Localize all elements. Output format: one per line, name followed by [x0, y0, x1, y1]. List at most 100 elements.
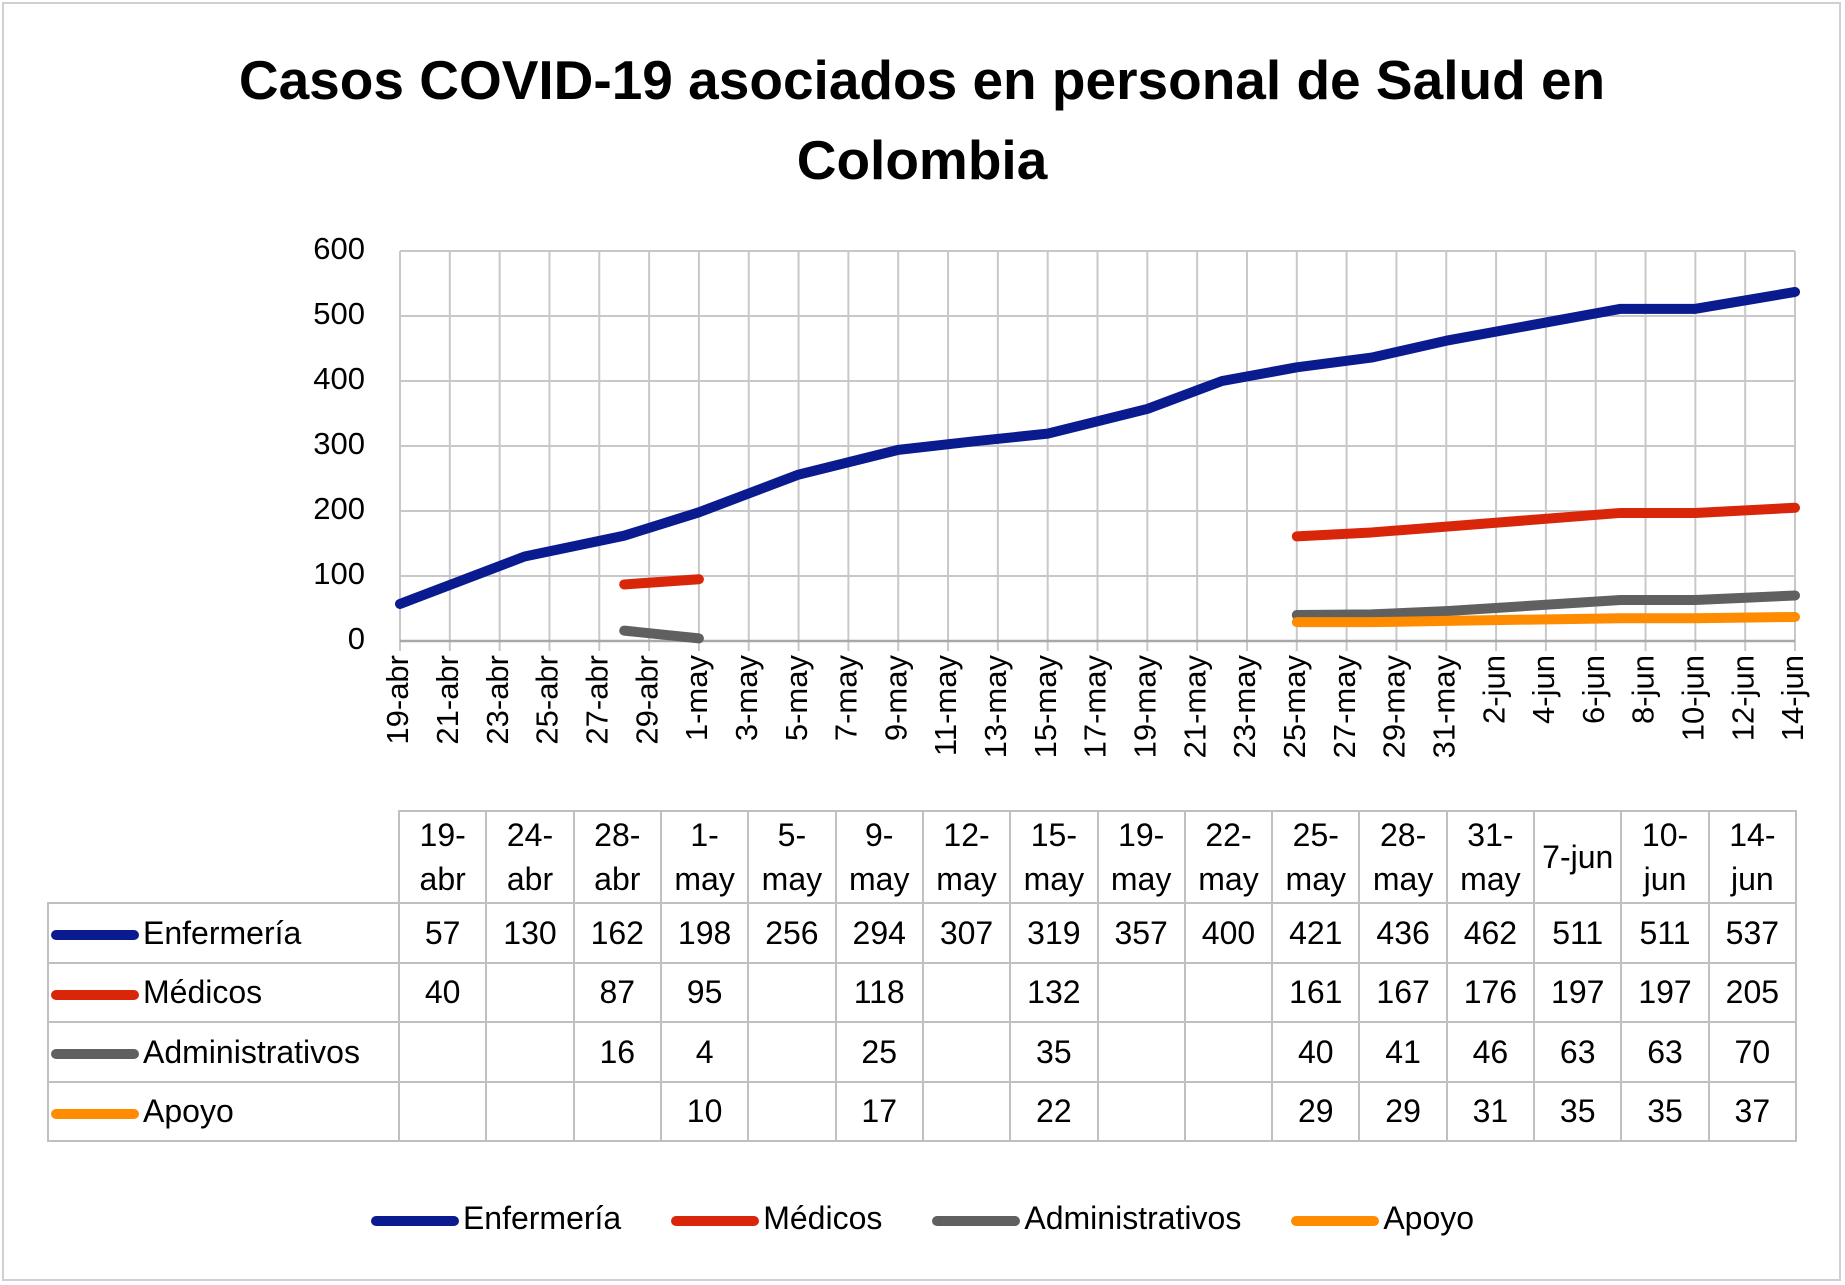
table-cell: 29 — [1358, 1080, 1448, 1142]
legend-label: Apoyo — [143, 1093, 234, 1130]
table-cell — [921, 1080, 1012, 1142]
table-cell: 256 — [747, 902, 837, 964]
table-cell: 17 — [834, 1080, 924, 1142]
x-tick-label: 21-abr — [430, 655, 465, 745]
table-row-header: Enfermería — [47, 902, 400, 964]
table-header-cell: 19-may — [1096, 810, 1186, 904]
x-tick-label: 8-jun — [1626, 655, 1661, 724]
table-header-cell: 31-may — [1445, 810, 1536, 904]
table-cell: 307 — [921, 902, 1012, 964]
table-header-cell: 10-jun — [1620, 810, 1710, 904]
table-cell: 161 — [1271, 961, 1361, 1023]
legend-label: Enfermería — [462, 1200, 622, 1236]
table-cell: 118 — [834, 961, 924, 1023]
x-tick-label: 15-may — [1028, 655, 1063, 759]
table-cell: 167 — [1358, 961, 1448, 1023]
series-line — [395, 286, 1800, 609]
table-cell: 436 — [1358, 902, 1448, 964]
x-tick-label: 14-jun — [1775, 655, 1810, 741]
table-cell — [572, 1080, 662, 1142]
table-cell: 132 — [1009, 961, 1099, 1023]
table-row: Enfermería 57 130 162 198 256 294 307 319 357 400 4… — [47, 902, 1798, 964]
table-cell: 22 — [1009, 1080, 1099, 1142]
table-header-cell: 1-may — [659, 810, 750, 904]
table-cell — [485, 1080, 575, 1142]
x-tick-label: 27-abr — [579, 655, 614, 745]
table-cell — [1183, 1080, 1274, 1142]
table-header-cell: 7-jun — [1533, 810, 1623, 904]
table-cell — [747, 1080, 837, 1142]
table-cell: 400 — [1183, 902, 1274, 964]
table-cell: 176 — [1445, 961, 1536, 1023]
legend-label: Apoyo — [1383, 1200, 1475, 1236]
series-line — [1291, 611, 1800, 628]
table-cell: 63 — [1620, 1021, 1710, 1083]
x-tick-label: 29-abr — [629, 655, 664, 745]
table-cell: 35 — [1620, 1080, 1710, 1142]
x-tick-label: 31-may — [1426, 655, 1461, 759]
table-row-header: Médicos — [47, 961, 400, 1023]
legend-swatch — [51, 930, 139, 941]
legend-item: Administrativos — [932, 1200, 1241, 1237]
table-cell: 197 — [1533, 961, 1623, 1023]
table-cell: 10 — [659, 1080, 750, 1142]
x-tick-label: 23-abr — [480, 655, 515, 745]
table-cell: 63 — [1533, 1021, 1623, 1083]
table-corner — [48, 811, 399, 903]
table-cell: 29 — [1271, 1080, 1361, 1142]
table-cell: 205 — [1707, 961, 1798, 1023]
legend-swatch — [51, 989, 139, 1000]
table-cell: 46 — [1445, 1021, 1536, 1083]
legend-label: Enfermería — [143, 914, 302, 951]
table-cell — [1096, 1021, 1186, 1083]
chart: 0 100 200 300 400 500 600 19-abr 21-abr 23-abr 25-… — [313, 231, 1810, 759]
table-cell — [921, 961, 1012, 1023]
x-tick-label: 7-may — [829, 655, 864, 742]
table-cell: 40 — [397, 961, 488, 1023]
legend-swatch — [932, 1215, 1021, 1226]
x-tick-label: 19-may — [1128, 655, 1163, 759]
legend-swatch — [671, 1215, 760, 1226]
series-line — [619, 502, 1800, 590]
table-header-cell: 12-may — [921, 810, 1012, 904]
table-row: Administrativos 16 4 25 35 40 41 46 63 63 70 — [47, 1021, 1798, 1083]
y-tick-label: 500 — [313, 296, 365, 331]
series-line — [619, 590, 1800, 644]
table-cell — [1096, 1080, 1186, 1142]
table-header-cell: 5-may — [747, 810, 837, 904]
legend-swatch — [51, 1049, 139, 1060]
table-cell: 511 — [1620, 902, 1710, 964]
x-tick-label: 10-jun — [1676, 655, 1711, 741]
x-tick-label: 29-may — [1377, 655, 1412, 759]
legend-swatch — [51, 1108, 139, 1119]
y-tick-label: 400 — [313, 361, 365, 396]
y-tick-label: 600 — [313, 231, 365, 266]
table-row: Médicos 40 87 95 118 132 161 167 176 197 197 205 — [47, 961, 1798, 1023]
x-tick-label: 9-may — [878, 655, 913, 742]
table-cell: 25 — [834, 1021, 924, 1083]
table-header-cell: 24-abr — [485, 810, 575, 904]
x-tick-label: 17-may — [1078, 655, 1113, 759]
x-tick-label: 2-jun — [1476, 655, 1511, 724]
table-row-header: Apoyo — [47, 1080, 400, 1142]
table-header-row: 19-abr 24-abr 28-abr 1-may 5-may 9-may 12-may 1… — [48, 810, 1798, 904]
table-cell: 130 — [485, 902, 575, 964]
table-cell: 319 — [1009, 902, 1099, 964]
table-cell — [747, 961, 837, 1023]
table-cell: 16 — [572, 1021, 662, 1083]
table-cell: 41 — [1358, 1021, 1448, 1083]
y-tick-label: 200 — [313, 491, 365, 526]
legend-swatch — [370, 1215, 459, 1226]
legend-item: Apoyo — [1291, 1200, 1474, 1237]
x-tick-label: 19-abr — [380, 655, 415, 745]
table-cell: 198 — [659, 902, 750, 964]
table-cell: 357 — [1096, 902, 1186, 964]
y-tick-label: 0 — [348, 621, 365, 656]
table-header-cell: 28-abr — [572, 810, 662, 904]
y-tick-label: 100 — [313, 556, 365, 591]
table-cell: 462 — [1445, 902, 1536, 964]
table-cell — [485, 961, 575, 1023]
x-tick-label: 11-may — [928, 655, 963, 757]
x-tick-label: 25-abr — [530, 655, 565, 745]
